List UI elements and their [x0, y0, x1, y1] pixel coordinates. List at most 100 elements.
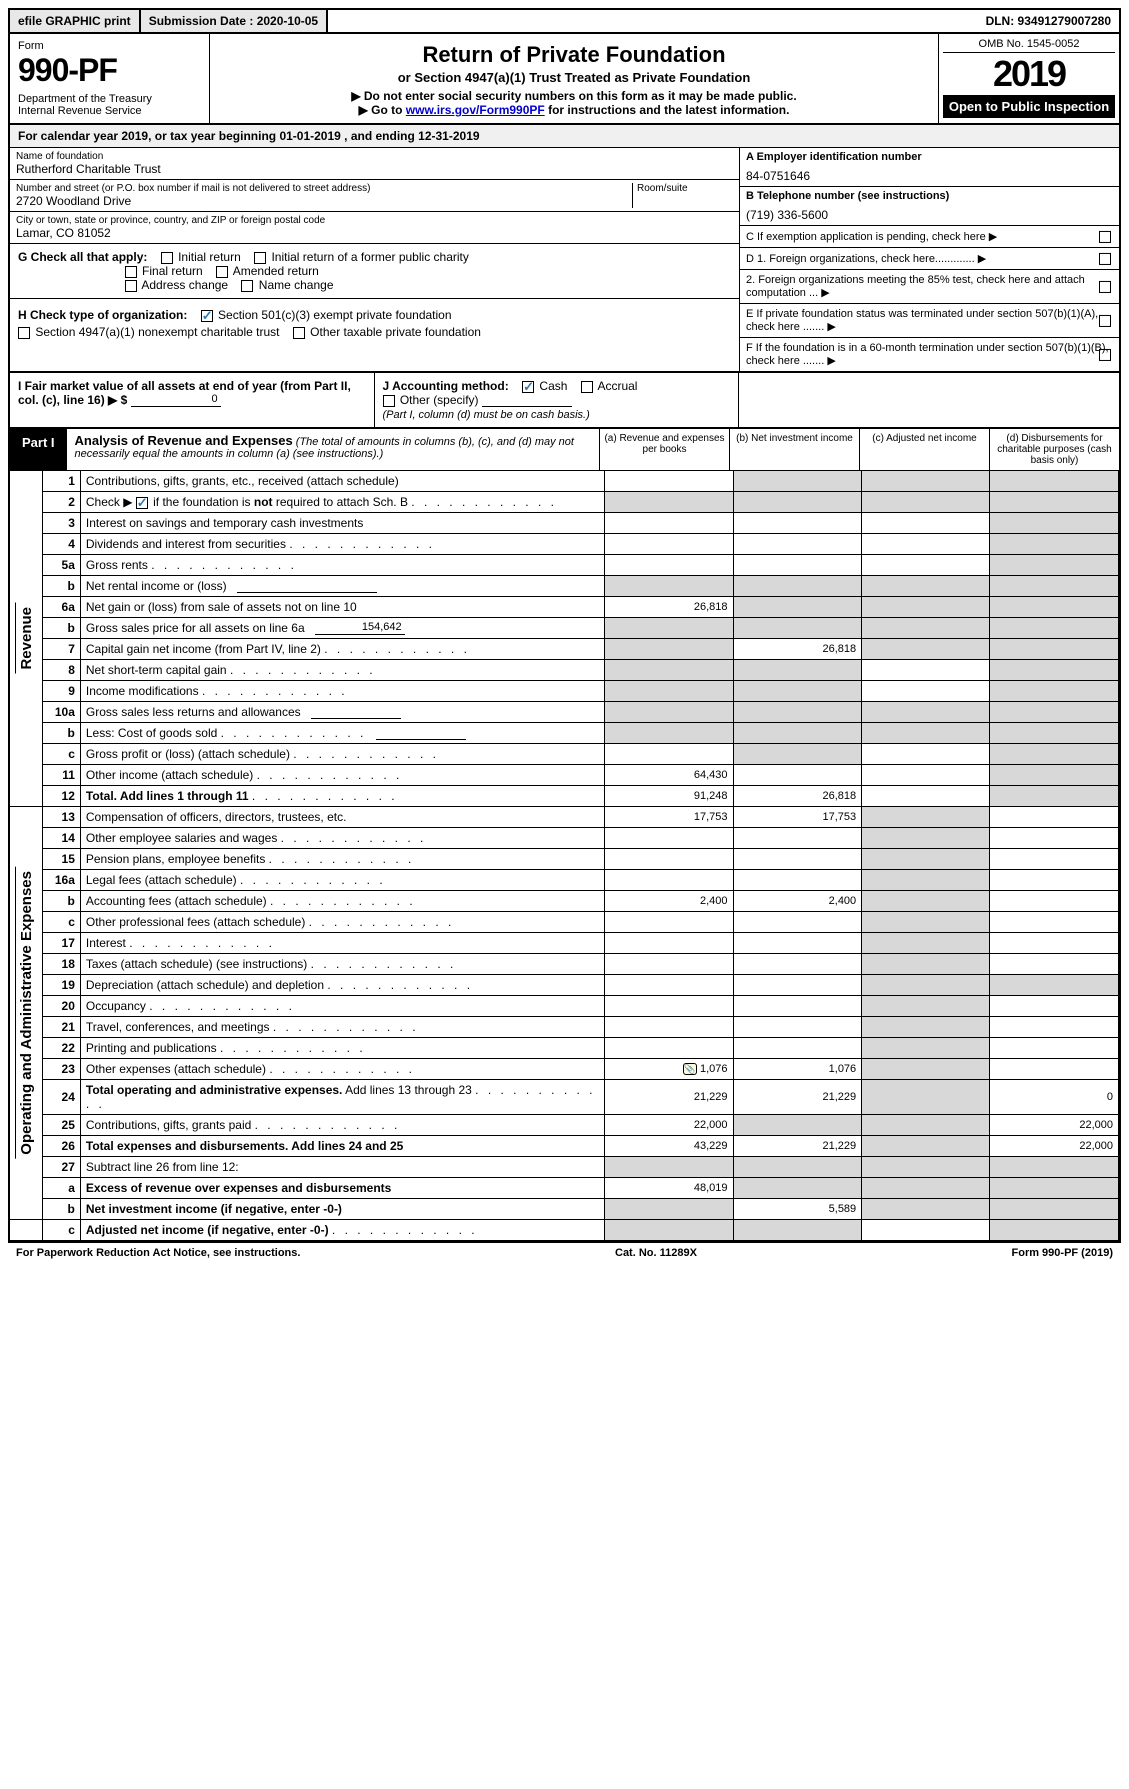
table-row: Revenue 1 Contributions, gifts, grants, … — [10, 471, 1119, 492]
cb-sch-b[interactable] — [136, 497, 148, 509]
table-row: b Net investment income (if negative, en… — [10, 1199, 1119, 1220]
cb-initial-return[interactable] — [161, 252, 173, 264]
opt-accrual: Accrual — [597, 379, 637, 393]
cb-other-method[interactable] — [383, 395, 395, 407]
footer-row: For Paperwork Reduction Act Notice, see … — [8, 1243, 1121, 1263]
cb-60-month[interactable] — [1099, 349, 1111, 361]
table-row: 19 Depreciation (attach schedule) and de… — [10, 975, 1119, 996]
table-row: 25 Contributions, gifts, grants paid 22,… — [10, 1115, 1119, 1136]
opt-other-taxable: Other taxable private foundation — [310, 325, 481, 339]
header-row: Form 990-PF Department of the Treasury I… — [10, 34, 1119, 125]
col-c-header: (c) Adjusted net income — [859, 429, 989, 470]
opt-cash: Cash — [539, 379, 567, 393]
table-row: 17 Interest — [10, 933, 1119, 954]
cb-foreign-85[interactable] — [1099, 281, 1111, 293]
omb-number: OMB No. 1545-0052 — [943, 38, 1115, 53]
box-e: E If private foundation status was termi… — [740, 304, 1119, 338]
tax-year: 2019 — [943, 53, 1115, 95]
efile-print-label[interactable]: efile GRAPHIC print — [10, 10, 141, 32]
opt-name: Name change — [259, 278, 334, 292]
g-label: G Check all that apply: — [18, 250, 147, 264]
cb-501c3[interactable] — [201, 310, 213, 322]
table-row: 12 Total. Add lines 1 through 11 91,2482… — [10, 786, 1119, 807]
cb-amended[interactable] — [216, 266, 228, 278]
table-row: 14 Other employee salaries and wages — [10, 828, 1119, 849]
table-row: 4 Dividends and interest from securities — [10, 534, 1119, 555]
cb-4947[interactable] — [18, 327, 30, 339]
cb-address-change[interactable] — [125, 280, 137, 292]
irs-link[interactable]: www.irs.gov/Form990PF — [406, 103, 545, 117]
c-label: C If exemption application is pending, c… — [746, 231, 997, 243]
table-row: 5a Gross rents — [10, 555, 1119, 576]
cb-exemption-pending[interactable] — [1099, 231, 1111, 243]
table-row: c Adjusted net income (if negative, ente… — [10, 1220, 1119, 1241]
attachment-icon[interactable]: 📎 — [683, 1063, 697, 1075]
d1-label: D 1. Foreign organizations, check here..… — [746, 253, 986, 265]
table-row: b Accounting fees (attach schedule) 2,40… — [10, 891, 1119, 912]
cb-initial-former[interactable] — [254, 252, 266, 264]
table-row: 24 Total operating and administrative ex… — [10, 1080, 1119, 1115]
footer-right: Form 990-PF (2019) — [1012, 1247, 1113, 1259]
opt-initial: Initial return — [178, 250, 241, 264]
cb-other-taxable[interactable] — [293, 327, 305, 339]
box-d1: D 1. Foreign organizations, check here..… — [740, 248, 1119, 270]
j-label: J Accounting method: — [383, 379, 509, 393]
table-row: 11 Other income (attach schedule) 64,430 — [10, 765, 1119, 786]
amt-a — [604, 471, 733, 492]
form-number: 990-PF — [18, 52, 201, 89]
j-right-wrap — [739, 373, 1119, 427]
table-row: 3 Interest on savings and temporary cash… — [10, 513, 1119, 534]
opt-address: Address change — [141, 278, 228, 292]
cb-status-terminated[interactable] — [1099, 315, 1111, 327]
table-row: 20 Occupancy — [10, 996, 1119, 1017]
col-a-header: (a) Revenue and expenses per books — [599, 429, 729, 470]
submission-date: Submission Date : 2020-10-05 — [141, 10, 328, 32]
header-left: Form 990-PF Department of the Treasury I… — [10, 34, 210, 123]
footer-center: Cat. No. 11289X — [615, 1247, 697, 1259]
table-row: 18 Taxes (attach schedule) (see instruct… — [10, 954, 1119, 975]
open-public-badge: Open to Public Inspection — [943, 95, 1115, 118]
box-c: C If exemption application is pending, c… — [740, 226, 1119, 248]
d2-label: 2. Foreign organizations meeting the 85%… — [746, 274, 1085, 299]
part-1-table: Revenue 1 Contributions, gifts, grants, … — [10, 471, 1119, 1241]
box-f: F If the foundation is in a 60-month ter… — [740, 338, 1119, 371]
city-label: City or town, state or province, country… — [16, 215, 733, 226]
expenses-side-label: Operating and Administrative Expenses — [10, 807, 43, 1220]
opt-other: Other (specify) — [400, 393, 479, 407]
ein-value: 84-0751646 — [746, 163, 1113, 183]
form-subtitle: or Section 4947(a)(1) Trust Treated as P… — [218, 70, 930, 85]
cb-name-change[interactable] — [241, 280, 253, 292]
box-d2: 2. Foreign organizations meeting the 85%… — [740, 270, 1119, 304]
j-note: (Part I, column (d) must be on cash basi… — [383, 409, 590, 421]
spacer — [328, 10, 977, 32]
foundation-name-cell: Name of foundation Rutherford Charitable… — [10, 148, 739, 180]
cb-cash[interactable] — [522, 381, 534, 393]
city-state-zip: Lamar, CO 81052 — [16, 226, 733, 240]
part-1-label: Part I — [10, 429, 67, 470]
section-i: I Fair market value of all assets at end… — [10, 373, 375, 427]
name-label: Name of foundation — [16, 151, 733, 162]
section-g: G Check all that apply: Initial return I… — [10, 244, 739, 299]
table-row: b Gross sales price for all assets on li… — [10, 618, 1119, 639]
amt-b — [733, 471, 862, 492]
col-d-header: (d) Disbursements for charitable purpose… — [989, 429, 1119, 470]
instr2-post: for instructions and the latest informat… — [545, 103, 790, 117]
cb-final-return[interactable] — [125, 266, 137, 278]
cb-foreign-org[interactable] — [1099, 253, 1111, 265]
part-1-title: Analysis of Revenue and Expenses — [75, 433, 293, 448]
table-row: 10a Gross sales less returns and allowan… — [10, 702, 1119, 723]
opt-initial-former: Initial return of a former public charit… — [271, 250, 468, 264]
table-row: 7 Capital gain net income (from Part IV,… — [10, 639, 1119, 660]
part-1-title-cell: Analysis of Revenue and Expenses (The to… — [67, 429, 599, 470]
entity-right: A Employer identification number 84-0751… — [739, 148, 1119, 371]
cb-accrual[interactable] — [581, 381, 593, 393]
dln: DLN: 93491279007280 — [978, 10, 1119, 32]
amt-c — [862, 471, 990, 492]
calendar-year-row: For calendar year 2019, or tax year begi… — [10, 125, 1119, 148]
footer-left: For Paperwork Reduction Act Notice, see … — [16, 1247, 300, 1259]
city-cell: City or town, state or province, country… — [10, 212, 739, 244]
instruction-2: ▶ Go to www.irs.gov/Form990PF for instru… — [218, 103, 930, 117]
instruction-1: ▶ Do not enter social security numbers o… — [218, 89, 930, 103]
table-row: c Gross profit or (loss) (attach schedul… — [10, 744, 1119, 765]
phone-value: (719) 336-5600 — [746, 202, 1113, 222]
